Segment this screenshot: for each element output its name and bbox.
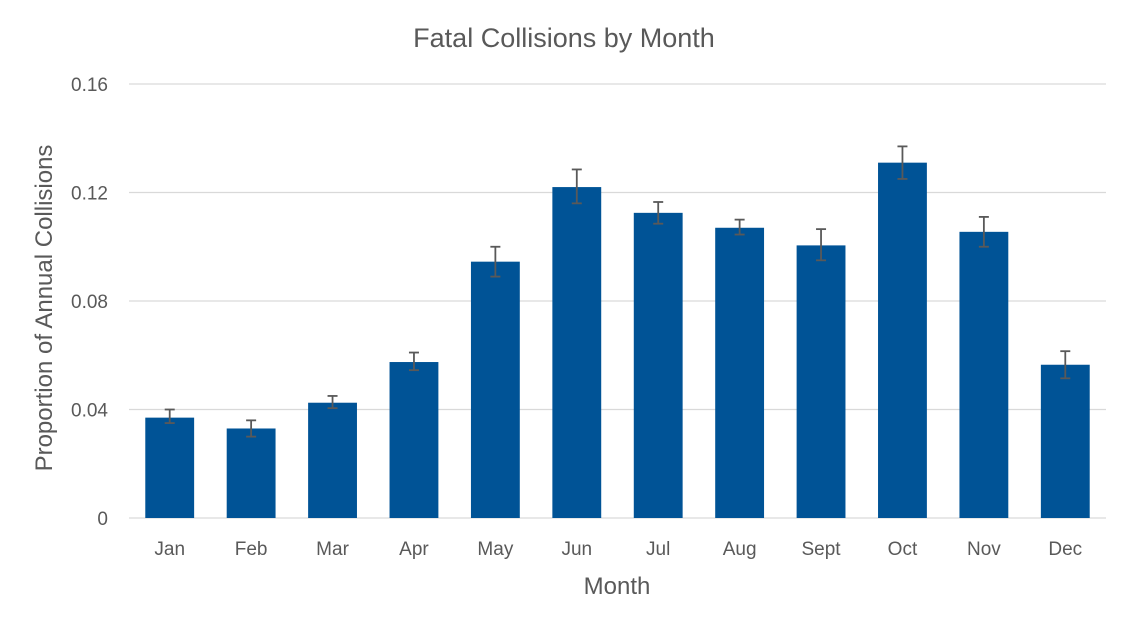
bars <box>145 162 1090 519</box>
x-tick-label: Jul <box>646 539 670 560</box>
error-bar-jul <box>653 201 664 225</box>
error-bar-oct <box>897 145 908 180</box>
x-tick-label: Aug <box>723 539 757 560</box>
error-bars <box>164 145 1071 438</box>
error-bar-apr <box>408 351 419 372</box>
bar-jun <box>552 187 602 518</box>
chart-title: Fatal Collisions by Month <box>413 23 715 53</box>
bar-feb <box>226 428 276 518</box>
x-axis-ticks: Jan Feb Mar Apr May Jun Jul Aug Sept Oct Nov Dec <box>154 539 1082 560</box>
y-axis-ticks: 0 0.04 0.08 0.12 0.16 <box>71 75 108 530</box>
error-bar-nov <box>978 216 989 248</box>
x-tick-label: Nov <box>967 539 1001 560</box>
gridlines <box>129 83 1106 519</box>
error-bar-jun <box>571 168 582 205</box>
x-tick-label: Oct <box>888 539 918 560</box>
x-tick-label: Apr <box>399 539 429 560</box>
bar-dec <box>1040 364 1090 518</box>
y-tick-label: 0.04 <box>71 401 108 422</box>
bar-jul <box>633 212 683 518</box>
x-tick-label: Dec <box>1048 539 1082 560</box>
x-tick-label: Feb <box>235 539 268 560</box>
y-tick-label: 0 <box>97 509 108 530</box>
bar-may <box>470 261 520 518</box>
x-tick-label: Sept <box>801 539 841 560</box>
bar-oct <box>878 162 927 518</box>
bar-nov <box>959 231 1009 519</box>
error-bar-may <box>490 245 501 278</box>
y-tick-label: 0.08 <box>71 292 108 313</box>
error-bar-aug <box>734 218 745 236</box>
x-tick-label: May <box>477 539 513 560</box>
bar-aug <box>715 227 765 518</box>
x-axis-title: Month <box>584 573 651 600</box>
bar-sept <box>796 245 846 519</box>
error-bar-mar <box>327 395 338 410</box>
x-tick-label: Jun <box>561 539 592 560</box>
error-bar-sept <box>816 228 827 262</box>
error-bar-jan <box>164 408 175 424</box>
y-axis-title: Proportion of Annual Collisions <box>31 145 58 472</box>
bar-jan <box>145 417 195 518</box>
error-bar-feb <box>246 419 257 438</box>
error-bar-dec <box>1060 350 1071 380</box>
bar-mar <box>308 402 357 518</box>
y-tick-label: 0.16 <box>71 75 108 96</box>
x-tick-label: Jan <box>154 539 185 560</box>
x-tick-label: Mar <box>316 539 349 560</box>
y-tick-label: 0.12 <box>71 184 108 205</box>
bar-apr <box>389 362 439 518</box>
